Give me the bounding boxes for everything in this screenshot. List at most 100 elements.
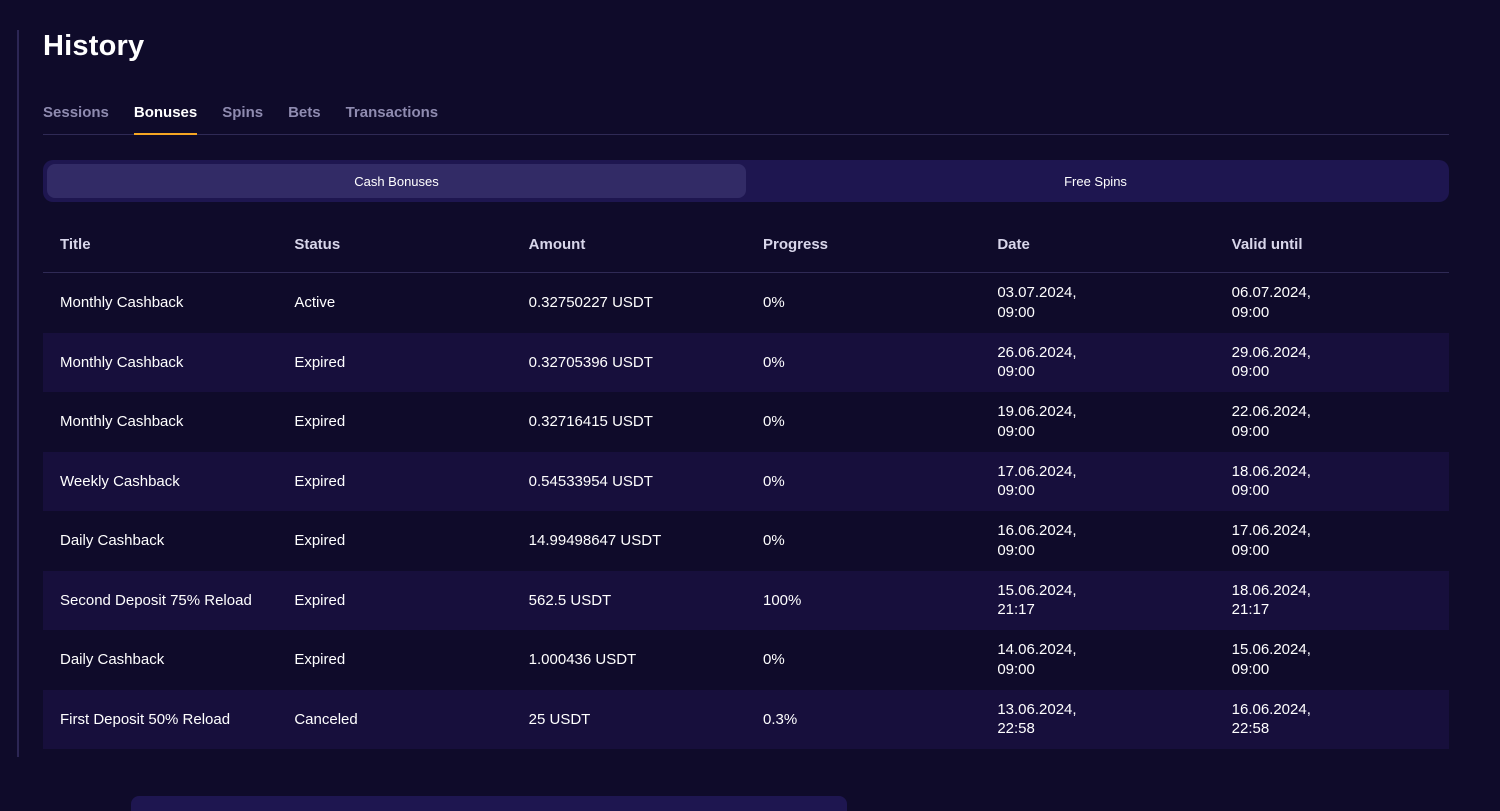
sidebar-divider bbox=[17, 30, 19, 757]
cell-title: Monthly Cashback bbox=[60, 353, 184, 371]
table-header: Title Status Amount Progress Date Valid … bbox=[43, 218, 1449, 273]
date-time: 09:00 bbox=[997, 363, 1035, 381]
valid-day: 18.06.2024, bbox=[1231, 462, 1311, 480]
cell-amount: 0.54533954 USDT bbox=[528, 472, 653, 490]
table-row: Daily Cashback Expired 14.99498647 USDT … bbox=[43, 511, 1449, 571]
table-row: Monthly Cashback Active 0.32750227 USDT … bbox=[43, 273, 1449, 333]
header-progress: Progress bbox=[762, 236, 829, 254]
cell-progress: 0% bbox=[762, 413, 785, 430]
header-date: Date bbox=[997, 236, 1030, 254]
table-row: Daily Cashback Expired 1.000436 USDT 0% … bbox=[43, 630, 1449, 690]
cell-title: Daily Cashback bbox=[60, 532, 165, 549]
page-title: History bbox=[43, 30, 145, 62]
date-time: 09:00 bbox=[997, 541, 1035, 559]
valid-time: 09:00 bbox=[1231, 541, 1270, 559]
date-day: 13.06.2024, bbox=[997, 700, 1077, 718]
cell-valid-until: 16.06.2024, 22:58 bbox=[1215, 700, 1449, 739]
valid-time: 09:00 bbox=[1231, 363, 1270, 381]
cell-status: Expired bbox=[294, 413, 346, 430]
bottom-panel bbox=[131, 796, 847, 811]
cell-title: Daily Cashback bbox=[60, 651, 165, 668]
cell-title: Monthly Cashback bbox=[60, 413, 184, 430]
table-row: Monthly Cashback Expired 0.32705396 USDT… bbox=[43, 332, 1449, 392]
table-row: Weekly Cashback Expired 0.54533954 USDT … bbox=[43, 451, 1449, 511]
date-time: 21:17 bbox=[997, 601, 1035, 619]
cell-progress: 0% bbox=[762, 353, 785, 371]
valid-time: 22:58 bbox=[1231, 720, 1270, 738]
cell-progress: 100% bbox=[762, 591, 802, 609]
cell-title: Weekly Cashback bbox=[60, 472, 180, 490]
tab-sessions[interactable]: Sessions bbox=[43, 104, 109, 121]
cell-valid-until: 22.06.2024, 09:00 bbox=[1215, 402, 1449, 441]
date-time: 09:00 bbox=[997, 303, 1035, 321]
date-day: 17.06.2024, bbox=[997, 462, 1077, 480]
cell-amount: 0.32705396 USDT bbox=[528, 353, 653, 371]
cell-date: 03.07.2024, 09:00 bbox=[980, 283, 1214, 322]
valid-time: 09:00 bbox=[1231, 482, 1270, 500]
date-time: 09:00 bbox=[997, 422, 1035, 440]
valid-time: 09:00 bbox=[1231, 660, 1270, 678]
cell-progress: 0% bbox=[762, 651, 785, 668]
valid-day: 22.06.2024, bbox=[1231, 403, 1311, 421]
valid-day: 16.06.2024, bbox=[1231, 700, 1311, 718]
table-row: Monthly Cashback Expired 0.32716415 USDT… bbox=[43, 392, 1449, 452]
cell-valid-until: 29.06.2024, 09:00 bbox=[1215, 343, 1449, 382]
table-row: Second Deposit 75% Reload Expired 562.5 … bbox=[43, 570, 1449, 630]
date-time: 09:00 bbox=[997, 660, 1035, 678]
valid-time: 09:00 bbox=[1231, 422, 1270, 440]
cell-valid-until: 17.06.2024, 09:00 bbox=[1215, 521, 1449, 560]
history-tabs: Sessions Bonuses Spins Bets Transactions bbox=[43, 103, 1449, 135]
cell-date: 26.06.2024, 09:00 bbox=[980, 343, 1214, 382]
cell-date: 19.06.2024, 09:00 bbox=[980, 402, 1214, 441]
bonuses-table: Title Status Amount Progress Date Valid … bbox=[43, 218, 1449, 749]
valid-day: 18.06.2024, bbox=[1231, 581, 1311, 599]
cell-status: Expired bbox=[294, 651, 346, 668]
cell-amount: 0.32750227 USDT bbox=[528, 294, 653, 311]
cell-amount: 25 USDT bbox=[528, 710, 591, 728]
date-day: 16.06.2024, bbox=[997, 522, 1077, 540]
cell-amount: 14.99498647 USDT bbox=[528, 532, 662, 549]
valid-day: 29.06.2024, bbox=[1231, 343, 1311, 361]
cell-amount: 1.000436 USDT bbox=[528, 651, 637, 668]
cell-date: 15.06.2024, 21:17 bbox=[980, 581, 1214, 620]
date-day: 15.06.2024, bbox=[997, 581, 1077, 599]
cell-valid-until: 18.06.2024, 09:00 bbox=[1215, 462, 1449, 501]
cell-progress: 0.3% bbox=[762, 710, 798, 728]
cell-status: Active bbox=[294, 294, 336, 311]
cell-valid-until: 06.07.2024, 09:00 bbox=[1215, 283, 1449, 322]
header-amount: Amount bbox=[528, 236, 586, 254]
cell-date: 16.06.2024, 09:00 bbox=[980, 521, 1214, 560]
date-day: 14.06.2024, bbox=[997, 641, 1077, 659]
tab-bets[interactable]: Bets bbox=[288, 104, 321, 121]
cell-status: Canceled bbox=[294, 710, 358, 728]
header-valid-until: Valid until bbox=[1231, 236, 1303, 254]
cell-date: 14.06.2024, 09:00 bbox=[980, 640, 1214, 679]
cell-progress: 0% bbox=[762, 294, 785, 311]
cell-date: 13.06.2024, 22:58 bbox=[980, 700, 1214, 739]
tab-transactions[interactable]: Transactions bbox=[345, 104, 439, 121]
cell-title: Monthly Cashback bbox=[60, 294, 184, 311]
tab-bonuses[interactable]: Bonuses bbox=[133, 103, 198, 135]
date-time: 09:00 bbox=[997, 482, 1035, 500]
date-day: 26.06.2024, bbox=[997, 343, 1077, 361]
valid-day: 15.06.2024, bbox=[1231, 641, 1311, 659]
cash-bonuses-button[interactable]: Cash Bonuses bbox=[47, 164, 746, 198]
header-status: Status bbox=[294, 236, 341, 254]
bonus-type-switch: Cash Bonuses Free Spins bbox=[43, 160, 1449, 202]
cell-progress: 0% bbox=[762, 472, 785, 490]
cell-valid-until: 15.06.2024, 09:00 bbox=[1215, 640, 1449, 679]
free-spins-button[interactable]: Free Spins bbox=[1064, 173, 1127, 189]
tab-spins[interactable]: Spins bbox=[222, 104, 264, 121]
date-time: 22:58 bbox=[997, 720, 1035, 738]
valid-day: 06.07.2024, bbox=[1231, 284, 1311, 302]
valid-time: 21:17 bbox=[1231, 601, 1270, 619]
cell-title: First Deposit 50% Reload bbox=[60, 710, 231, 728]
cell-status: Expired bbox=[294, 591, 346, 609]
cell-progress: 0% bbox=[762, 532, 785, 549]
valid-time: 09:00 bbox=[1231, 303, 1270, 321]
cell-amount: 562.5 USDT bbox=[528, 591, 612, 609]
table-row: First Deposit 50% Reload Canceled 25 USD… bbox=[43, 689, 1449, 749]
date-day: 03.07.2024, bbox=[997, 284, 1077, 302]
date-day: 19.06.2024, bbox=[997, 403, 1077, 421]
